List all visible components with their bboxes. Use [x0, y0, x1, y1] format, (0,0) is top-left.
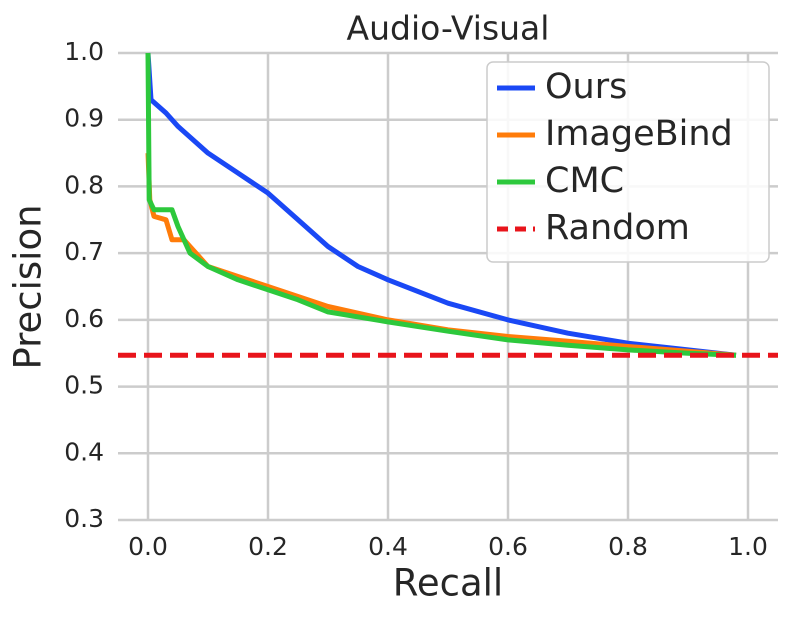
legend-label: ImageBind: [545, 114, 733, 154]
legend-box: [486, 61, 770, 263]
chart-title: Audio-Visual: [347, 9, 550, 48]
series-line: [145, 153, 737, 358]
x-axis-label: Recall: [393, 562, 503, 605]
y-tick-label: 1.0: [64, 37, 104, 66]
x-tick-label: 0.4: [368, 532, 408, 561]
x-tick-label: 0.6: [488, 532, 528, 561]
y-tick-label: 0.4: [64, 437, 104, 466]
x-tick-label: 1.0: [728, 532, 768, 561]
series-line: [145, 52, 737, 358]
y-tick-label: 0.5: [64, 371, 104, 400]
legend-label: Random: [545, 208, 690, 248]
x-tick-label: 0.2: [248, 532, 288, 561]
y-axis-label: Precision: [7, 204, 50, 369]
y-tick-label: 0.6: [64, 304, 104, 333]
legend-label: Ours: [545, 67, 627, 107]
y-tick-label: 0.7: [64, 237, 104, 266]
y-tick-label: 0.9: [64, 104, 104, 133]
y-tick-label: 0.8: [64, 170, 104, 199]
x-tick-label: 0.0: [128, 532, 168, 561]
series-line: [145, 52, 737, 358]
y-tick-label: 0.3: [64, 504, 104, 533]
x-tick-label: 0.8: [608, 532, 648, 561]
legend-label: CMC: [545, 161, 624, 201]
